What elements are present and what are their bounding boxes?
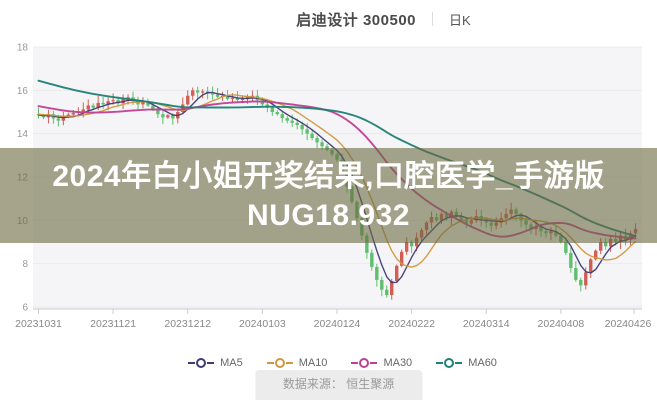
svg-text:20231031: 20231031 bbox=[15, 318, 62, 330]
stock-title: 启迪设计 300500 bbox=[296, 11, 417, 29]
legend-label-ma30: MA30 bbox=[383, 357, 413, 369]
svg-text:8: 8 bbox=[22, 259, 28, 270]
ma-legend: MA5 MA10 MA30 MA60 bbox=[14, 352, 657, 374]
overlay-text-line2: NUG18.932 bbox=[247, 198, 410, 232]
legend-item-ma30[interactable]: MA30 bbox=[351, 357, 412, 369]
title-divider bbox=[432, 12, 434, 26]
svg-text:20240103: 20240103 bbox=[239, 318, 286, 330]
spam-overlay-banner: 2024年白小姐开奖结果,口腔医学_手游版 NUG18.932 bbox=[0, 148, 657, 243]
legend-label-ma60: MA60 bbox=[468, 357, 497, 369]
overlay-text-line1: 2024年白小姐开奖结果,口腔医学_手游版 bbox=[52, 159, 605, 193]
tab-daily-k[interactable]: 日K bbox=[449, 12, 471, 28]
ma60-marker-icon bbox=[436, 357, 463, 369]
svg-text:20240426: 20240426 bbox=[605, 318, 652, 330]
legend-label-ma10: MA10 bbox=[298, 357, 328, 369]
svg-text:16: 16 bbox=[17, 86, 29, 97]
svg-text:20240408: 20240408 bbox=[538, 318, 585, 330]
legend-item-ma60[interactable]: MA60 bbox=[436, 357, 497, 369]
ma30-marker-icon bbox=[351, 357, 378, 369]
svg-text:6: 6 bbox=[22, 303, 28, 314]
legend-label-ma5: MA5 bbox=[220, 357, 243, 369]
ma5-marker-icon bbox=[188, 357, 215, 369]
svg-text:20231121: 20231121 bbox=[90, 318, 136, 330]
legend-item-ma5[interactable]: MA5 bbox=[188, 357, 243, 369]
title-group: 启迪设计 300500 日K bbox=[296, 9, 470, 30]
data-source-bar: 数据来源： 恒生聚源 bbox=[254, 370, 423, 400]
svg-text:20240222: 20240222 bbox=[388, 318, 435, 330]
svg-text:20240314: 20240314 bbox=[463, 318, 510, 330]
legend-item-ma10[interactable]: MA10 bbox=[266, 357, 328, 369]
svg-text:20231212: 20231212 bbox=[164, 318, 211, 330]
data-source-text: 数据来源： 恒生聚源 bbox=[282, 377, 395, 391]
svg-text:20240124: 20240124 bbox=[314, 318, 361, 330]
ma10-marker-icon bbox=[266, 357, 293, 369]
title-bar: 启迪设计 300500 日K bbox=[0, 0, 657, 38]
x-axis: 20231031 20231121 20231212 20240103 20240124… bbox=[15, 308, 652, 330]
svg-text:18: 18 bbox=[17, 43, 29, 54]
svg-text:14: 14 bbox=[17, 129, 29, 140]
